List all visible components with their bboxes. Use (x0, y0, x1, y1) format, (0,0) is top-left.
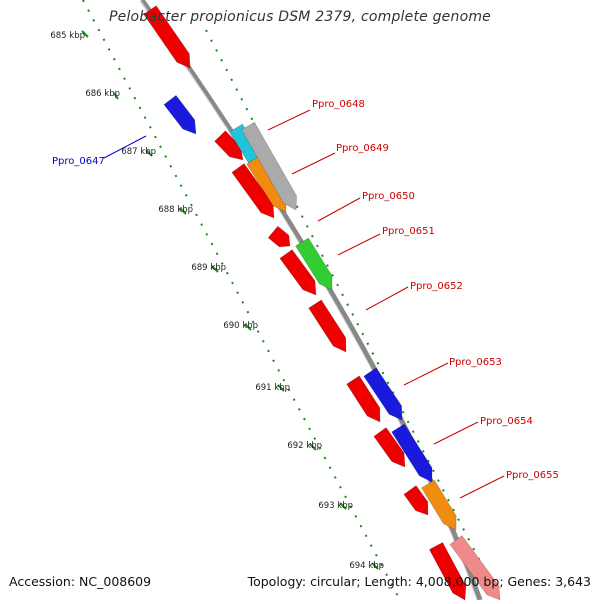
accession-value: NC_008609 (79, 574, 152, 589)
ruler-ticks: 685 kbp 686 kbp 687 kbp 688 kbp 689 kbp 690 k… (50, 30, 384, 571)
genome-backbone-highlight (139, 0, 478, 601)
gene-arrow[interactable] (373, 427, 406, 468)
ruler-tick-label: 692 kbp (287, 441, 322, 451)
ruler-tick (244, 323, 252, 331)
gene-label-leader (433, 421, 479, 445)
gene-label-leader (291, 152, 336, 175)
accession-info: Accession: NC_008609 (9, 574, 151, 589)
gene-label-leader (459, 475, 505, 499)
gene-arrow[interactable] (295, 237, 333, 291)
gene-arrow[interactable] (214, 130, 244, 161)
gene-arrow[interactable] (163, 94, 197, 135)
gene-features (143, 5, 501, 601)
gene-arrow[interactable] (449, 535, 501, 601)
ruler-tick-label: 691 kbp (255, 383, 290, 393)
ruler-tick (277, 384, 285, 392)
gene-arrow[interactable] (346, 375, 381, 423)
gene-labels: Ppro_0647 Ppro_0648 Ppro_0649 Ppro_0650 Ppro… (52, 99, 559, 499)
gene-label[interactable]: Ppro_0655 (506, 470, 559, 481)
ruler-tick (211, 265, 219, 273)
genome-backbone (139, 0, 483, 601)
ruler-tick (145, 149, 153, 157)
outer-dotted-guide (205, 29, 501, 601)
ruler-tick (179, 207, 187, 215)
gene-arrow[interactable] (308, 299, 347, 353)
gene-arrow[interactable] (363, 367, 403, 421)
topology-value: circular (310, 574, 357, 589)
gene-arrow[interactable] (231, 163, 275, 219)
gene-label[interactable]: Ppro_0647 (52, 156, 105, 167)
gene-label[interactable]: Ppro_0653 (449, 357, 502, 368)
ruler-tick (309, 443, 317, 451)
gene-arrow[interactable] (279, 249, 317, 296)
accession-label: Accession: (9, 574, 76, 589)
gene-label-leader (365, 286, 409, 311)
gene-arrow[interactable] (267, 225, 291, 248)
topology-label: Topology: (247, 574, 307, 589)
ruler-tick-label: 686 kbp (85, 89, 120, 99)
ruler-tick-label: 693 kbp (318, 501, 353, 511)
gene-label-leader (317, 197, 361, 222)
ruler-tick-label: 687 kbp (121, 147, 156, 157)
gene-label-leader (103, 135, 147, 159)
ruler-tick (113, 92, 119, 100)
gene-arrow[interactable] (143, 5, 191, 69)
ruler-tick-label: 689 kbp (191, 263, 226, 273)
length-value: 4,008,000 bp (415, 574, 500, 589)
genome-summary: Topology: circular; Length: 4,008,000 bp… (247, 574, 591, 589)
gene-label-leader (267, 109, 311, 131)
gene-label[interactable]: Ppro_0654 (480, 416, 533, 427)
ruler-tick-label: 694 kbp (349, 561, 384, 571)
ruler-tick (371, 562, 379, 570)
map-title: Pelobacter propionicus DSM 2379, complet… (109, 9, 491, 25)
genes-label: Genes: (507, 574, 552, 589)
ruler-tick (81, 30, 89, 38)
gene-label-leader (403, 362, 449, 386)
gene-label[interactable]: Ppro_0649 (336, 143, 389, 154)
gene-label-leader (337, 233, 381, 256)
ruler-tick-label: 685 kbp (50, 31, 85, 41)
gene-arrow[interactable] (403, 485, 429, 516)
ruler-tick-label: 690 kbp (223, 321, 258, 331)
gene-label[interactable]: Ppro_0651 (382, 226, 435, 237)
gene-arrow[interactable] (428, 542, 467, 601)
gene-label[interactable]: Ppro_0650 (362, 191, 415, 202)
ruler-tick-label: 688 kbp (158, 205, 193, 215)
length-label: Length: (364, 574, 412, 589)
gene-label[interactable]: Ppro_0652 (410, 281, 463, 292)
gene-arrow[interactable] (241, 121, 297, 211)
gene-label[interactable]: Ppro_0648 (312, 99, 365, 110)
gene-arrow[interactable] (391, 423, 433, 483)
genes-value: 3,643 (555, 574, 591, 589)
gene-arrow[interactable] (421, 479, 457, 531)
gene-arrow[interactable] (246, 155, 287, 213)
ruler-tick (339, 502, 347, 510)
